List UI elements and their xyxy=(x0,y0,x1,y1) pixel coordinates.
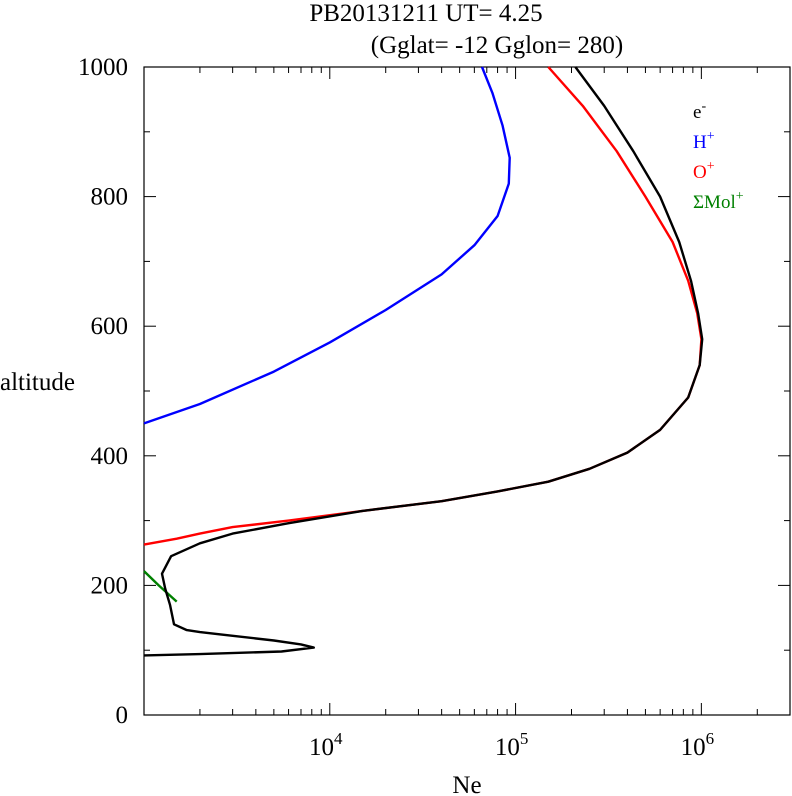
x-axis-label: Ne xyxy=(452,772,481,796)
chart-title: PB20131211 UT= 4.25 xyxy=(309,0,542,27)
y-axis-label: altitude xyxy=(0,369,75,396)
legend-entry: ΣMol+ xyxy=(693,189,744,213)
series-line-h xyxy=(143,66,511,425)
y-tick-label: 1000 xyxy=(78,54,128,81)
ticks xyxy=(143,66,791,716)
series-lines xyxy=(143,66,704,657)
legend-entry: H+ xyxy=(693,129,715,153)
series-line-o xyxy=(143,66,703,546)
x-tick-label: 105 xyxy=(495,729,529,761)
x-tick-label: 104 xyxy=(309,729,343,761)
y-tick-label: 400 xyxy=(91,443,129,470)
y-tick-label: 600 xyxy=(91,313,129,340)
series-line-e xyxy=(143,66,704,657)
legend: e- H+ O+ ΣMol+ xyxy=(693,99,744,213)
y-tick-label: 800 xyxy=(91,184,129,211)
legend-entry: O+ xyxy=(693,159,715,183)
legend-entry: e- xyxy=(693,99,706,123)
chart-subtitle: (Gglat= -12 Gglon= 280) xyxy=(371,32,623,59)
y-tick-label: 200 xyxy=(91,572,129,599)
series-line-mol xyxy=(143,570,178,603)
y-tick-label: 0 xyxy=(116,702,129,729)
x-tick-label: 106 xyxy=(681,729,715,761)
